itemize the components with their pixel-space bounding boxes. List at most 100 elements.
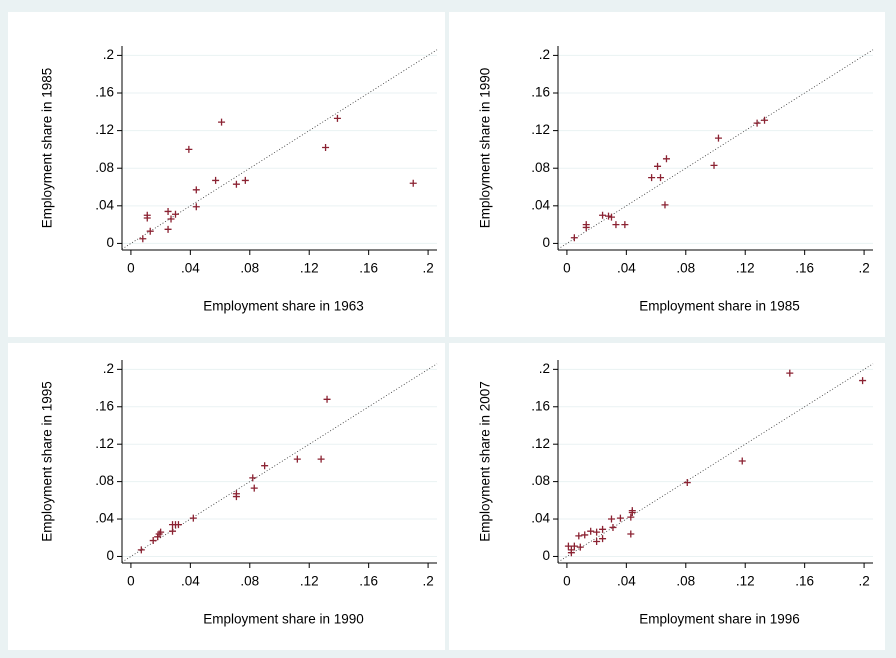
- point: [261, 462, 269, 470]
- point: [218, 118, 226, 126]
- y-tick-label: 0: [542, 235, 550, 250]
- x-tick-label: .04: [181, 261, 200, 276]
- point: [250, 484, 258, 492]
- point: [164, 225, 172, 233]
- point: [333, 114, 341, 122]
- point: [146, 227, 154, 235]
- point: [323, 395, 331, 403]
- point: [317, 455, 325, 463]
- point: [599, 535, 607, 543]
- x-tick-label: .04: [617, 574, 636, 589]
- x-axis-label: Employment share in 1990: [203, 612, 364, 627]
- y-tick-label: .08: [95, 473, 114, 488]
- point: [570, 234, 578, 242]
- point: [593, 537, 601, 545]
- point: [169, 527, 177, 535]
- point: [241, 176, 249, 184]
- point: [627, 513, 635, 521]
- x-tick-label: .16: [795, 574, 814, 589]
- point: [575, 532, 583, 540]
- point: [738, 457, 746, 465]
- y-tick-label: .04: [531, 197, 550, 212]
- y-tick-label: 0: [106, 548, 114, 563]
- point: [192, 186, 200, 194]
- point: [570, 542, 578, 550]
- point: [143, 214, 151, 222]
- x-tick-label: .2: [422, 261, 433, 276]
- point: [657, 174, 665, 182]
- point: [661, 201, 669, 209]
- y-tick-label: .16: [531, 85, 550, 100]
- x-tick-label: 0: [127, 574, 135, 589]
- point: [612, 221, 620, 229]
- y-tick-label: .2: [539, 361, 550, 376]
- point: [174, 521, 182, 529]
- x-axis-label: Employment share in 1996: [639, 612, 800, 627]
- point: [157, 528, 165, 536]
- point: [683, 479, 691, 487]
- point: [859, 377, 867, 385]
- x-tick-label: .04: [181, 574, 200, 589]
- x-tick-label: .16: [795, 261, 814, 276]
- point: [137, 546, 145, 554]
- x-tick-label: .16: [359, 574, 378, 589]
- reference-line: [557, 49, 874, 250]
- point: [409, 179, 417, 187]
- x-tick-label: .12: [736, 261, 755, 276]
- point: [189, 514, 197, 522]
- point: [581, 531, 589, 539]
- x-axis-label: Employment share in 1985: [639, 299, 800, 314]
- x-tick-label: .2: [858, 261, 869, 276]
- point: [786, 369, 794, 377]
- reference-line: [557, 363, 874, 563]
- x-tick-label: 0: [563, 261, 571, 276]
- y-axis-label: Employment share in 1995: [40, 381, 55, 542]
- x-tick-label: 0: [563, 574, 571, 589]
- y-tick-label: .04: [531, 511, 550, 526]
- x-tick-label: .2: [422, 574, 433, 589]
- x-tick-label: .16: [359, 261, 378, 276]
- point: [587, 527, 595, 535]
- y-tick-label: .04: [95, 511, 114, 526]
- y-tick-label: .12: [531, 436, 550, 451]
- x-tick-label: .12: [300, 574, 319, 589]
- x-tick-label: .08: [676, 261, 695, 276]
- point: [139, 235, 147, 243]
- y-tick-label: .2: [103, 47, 114, 62]
- point: [753, 119, 761, 127]
- y-tick-label: 0: [542, 548, 550, 563]
- point: [761, 116, 769, 124]
- reference-line: [121, 49, 438, 250]
- y-tick-label: 0: [106, 235, 114, 250]
- x-tick-label: .08: [240, 261, 259, 276]
- y-tick-label: .16: [95, 85, 114, 100]
- point: [627, 530, 635, 538]
- x-tick-label: 0: [127, 261, 135, 276]
- point: [599, 525, 607, 533]
- point: [185, 145, 193, 153]
- y-tick-label: .2: [103, 361, 114, 376]
- point: [149, 537, 157, 545]
- point: [293, 455, 301, 463]
- y-tick-label: .16: [95, 398, 114, 413]
- point: [710, 161, 718, 169]
- y-tick-label: .12: [95, 436, 114, 451]
- point: [628, 507, 636, 515]
- y-tick-label: .04: [95, 197, 114, 212]
- point: [567, 546, 575, 554]
- point: [607, 213, 615, 221]
- y-axis-label: Employment share in 1985: [40, 68, 55, 229]
- point: [192, 203, 200, 211]
- panel: [8, 12, 445, 337]
- reference-line: [121, 363, 438, 563]
- x-tick-label: .04: [617, 261, 636, 276]
- point: [654, 162, 662, 170]
- y-tick-label: .12: [95, 122, 114, 137]
- point: [576, 543, 584, 551]
- x-tick-label: .08: [676, 574, 695, 589]
- x-tick-label: .12: [736, 574, 755, 589]
- x-tick-label: .12: [300, 261, 319, 276]
- x-tick-label: .08: [240, 574, 259, 589]
- y-tick-label: .2: [539, 47, 550, 62]
